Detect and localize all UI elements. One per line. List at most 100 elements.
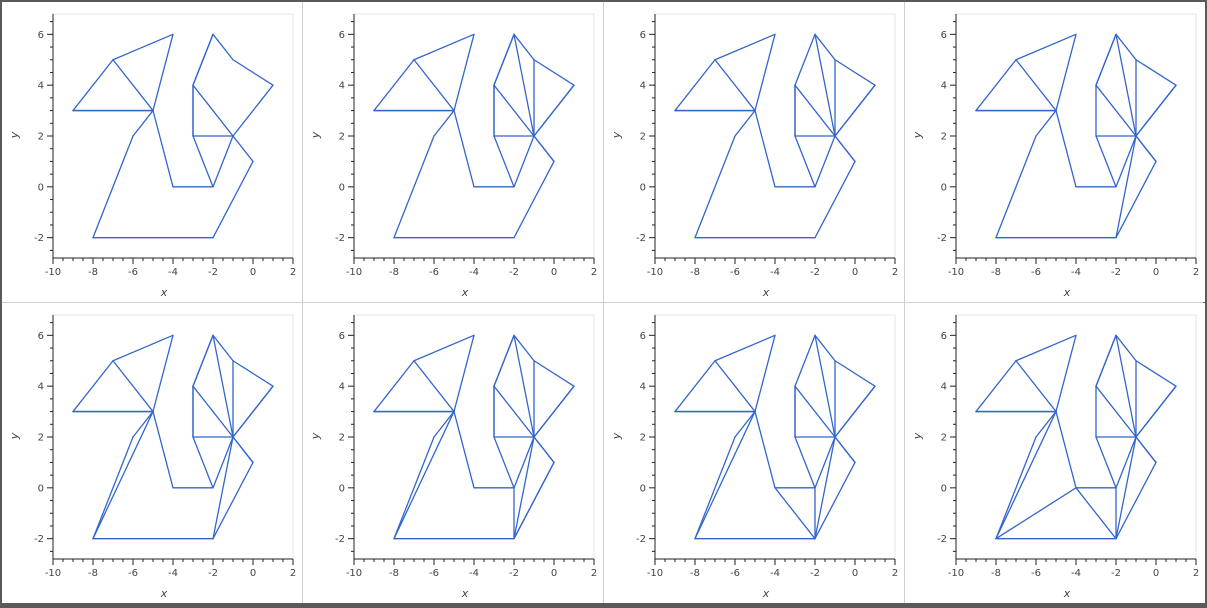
mesh-edge [1015, 33, 1077, 61]
mesh-edge [834, 59, 876, 86]
mesh-edge [453, 410, 475, 489]
y-tick-label: 4 [339, 382, 345, 393]
mesh-edge [433, 410, 455, 438]
x-tick-label: -6 [1031, 568, 1041, 579]
x-tick-label: -2 [1111, 568, 1121, 579]
mesh-edge [1115, 33, 1137, 61]
y-tick-label: 2 [941, 433, 947, 444]
y-tick-label: -2 [636, 534, 646, 545]
y-axis-label: y [911, 131, 924, 139]
y-tick-label: 4 [941, 382, 947, 393]
x-tick-label: 0 [551, 568, 557, 579]
mesh-edge [1115, 461, 1157, 540]
mesh-edge [754, 109, 776, 188]
mesh-edge [1135, 436, 1157, 464]
mesh-edge [92, 436, 134, 540]
x-tick-label: -2 [810, 267, 820, 278]
x-tick-label: -8 [389, 267, 399, 278]
mesh-edge [513, 334, 535, 438]
mesh-edge [132, 109, 154, 137]
mesh-edge [754, 334, 776, 413]
mesh-edge [674, 59, 716, 112]
mesh-edge [814, 436, 836, 540]
y-tick-label: 4 [38, 81, 44, 92]
x-tick-label: -4 [1071, 568, 1081, 579]
y-tick-label: 6 [941, 30, 947, 41]
mesh-edge [1055, 410, 1077, 489]
mesh-edge [152, 109, 174, 188]
y-tick-label: 0 [640, 182, 646, 193]
mesh-edge [72, 360, 114, 413]
y-tick-label: 0 [640, 483, 646, 494]
mesh-edge [212, 33, 234, 61]
x-tick-label: 0 [250, 267, 256, 278]
mesh-edge [232, 436, 254, 464]
x-tick-label: 0 [1153, 267, 1159, 278]
mesh-edge [152, 410, 174, 489]
y-tick-label: 2 [640, 132, 646, 143]
y-tick-label: 2 [339, 132, 345, 143]
mesh-edge [794, 33, 816, 86]
mesh-edge [814, 461, 856, 540]
mesh-edge [714, 33, 776, 61]
mesh-edge [192, 334, 214, 387]
plot-frame [955, 13, 1197, 259]
mesh-edge [1035, 109, 1057, 137]
y-tick-label: -2 [937, 233, 947, 244]
x-tick-label: 2 [290, 267, 296, 278]
mesh-edge [212, 160, 254, 239]
mesh-edge [132, 410, 154, 438]
chart-5: -10 -8 -6 -4 -2 0 2 -2 0 2 4 6 x y [8, 314, 296, 600]
y-axis-label: y [610, 131, 623, 139]
x-axis-label: x [160, 587, 168, 600]
mesh-edge [794, 385, 836, 438]
mesh-edge [794, 135, 816, 188]
y-tick-label: -2 [335, 534, 345, 545]
plot-panel-5: -10 -8 -6 -4 -2 0 2 -2 0 2 4 6 x y [2, 303, 302, 603]
plot-panel-2: -10 -8 -6 -4 -2 0 2 -2 0 2 4 6 x y [303, 2, 603, 302]
y-tick-label: 4 [640, 81, 646, 92]
mesh-edge [1095, 385, 1137, 438]
x-tick-label: -4 [469, 267, 479, 278]
mesh-edge [674, 360, 716, 413]
mesh-edge [112, 334, 174, 362]
x-tick-label: -10 [45, 568, 61, 579]
x-tick-label: -10 [948, 568, 964, 579]
mesh-edge [533, 84, 575, 137]
mesh-edge [714, 59, 756, 112]
mesh-edge [373, 360, 415, 413]
y-tick-label: 6 [38, 30, 44, 41]
y-axis-label: y [8, 432, 21, 440]
mesh-edge [393, 135, 435, 239]
x-tick-label: 2 [1193, 568, 1199, 579]
plot-frame [353, 314, 595, 560]
mesh-edge [533, 135, 555, 163]
x-tick-label: -4 [1071, 267, 1081, 278]
x-tick-label: -8 [88, 267, 98, 278]
mesh-edge [834, 84, 876, 137]
y-axis-label: y [8, 131, 21, 139]
chart-2: -10 -8 -6 -4 -2 0 2 -2 0 2 4 6 x y [309, 13, 597, 299]
mesh-edge [1115, 135, 1137, 188]
mesh-edge [1135, 360, 1177, 387]
mesh-edge [453, 334, 475, 413]
x-tick-label: 2 [591, 568, 597, 579]
mesh-edge [232, 84, 274, 137]
mesh-edge [533, 385, 575, 438]
mesh-edge [995, 487, 1077, 540]
y-axis-label: y [911, 432, 924, 440]
x-tick-label: 2 [1193, 267, 1199, 278]
x-axis-label: x [1063, 587, 1071, 600]
chart-7: -10 -8 -6 -4 -2 0 2 -2 0 2 4 6 x y [610, 314, 898, 600]
mesh-edge [1055, 33, 1077, 112]
mesh-edge [493, 436, 515, 489]
mesh-edge [774, 487, 816, 540]
mesh-edge [152, 33, 174, 112]
mesh-edge [493, 84, 535, 137]
mesh-edge [814, 334, 836, 438]
y-tick-label: -2 [636, 233, 646, 244]
mesh-edge [834, 360, 876, 387]
x-axis-label: x [461, 587, 469, 600]
mesh-edge [493, 33, 515, 86]
mesh-edge [212, 334, 234, 362]
